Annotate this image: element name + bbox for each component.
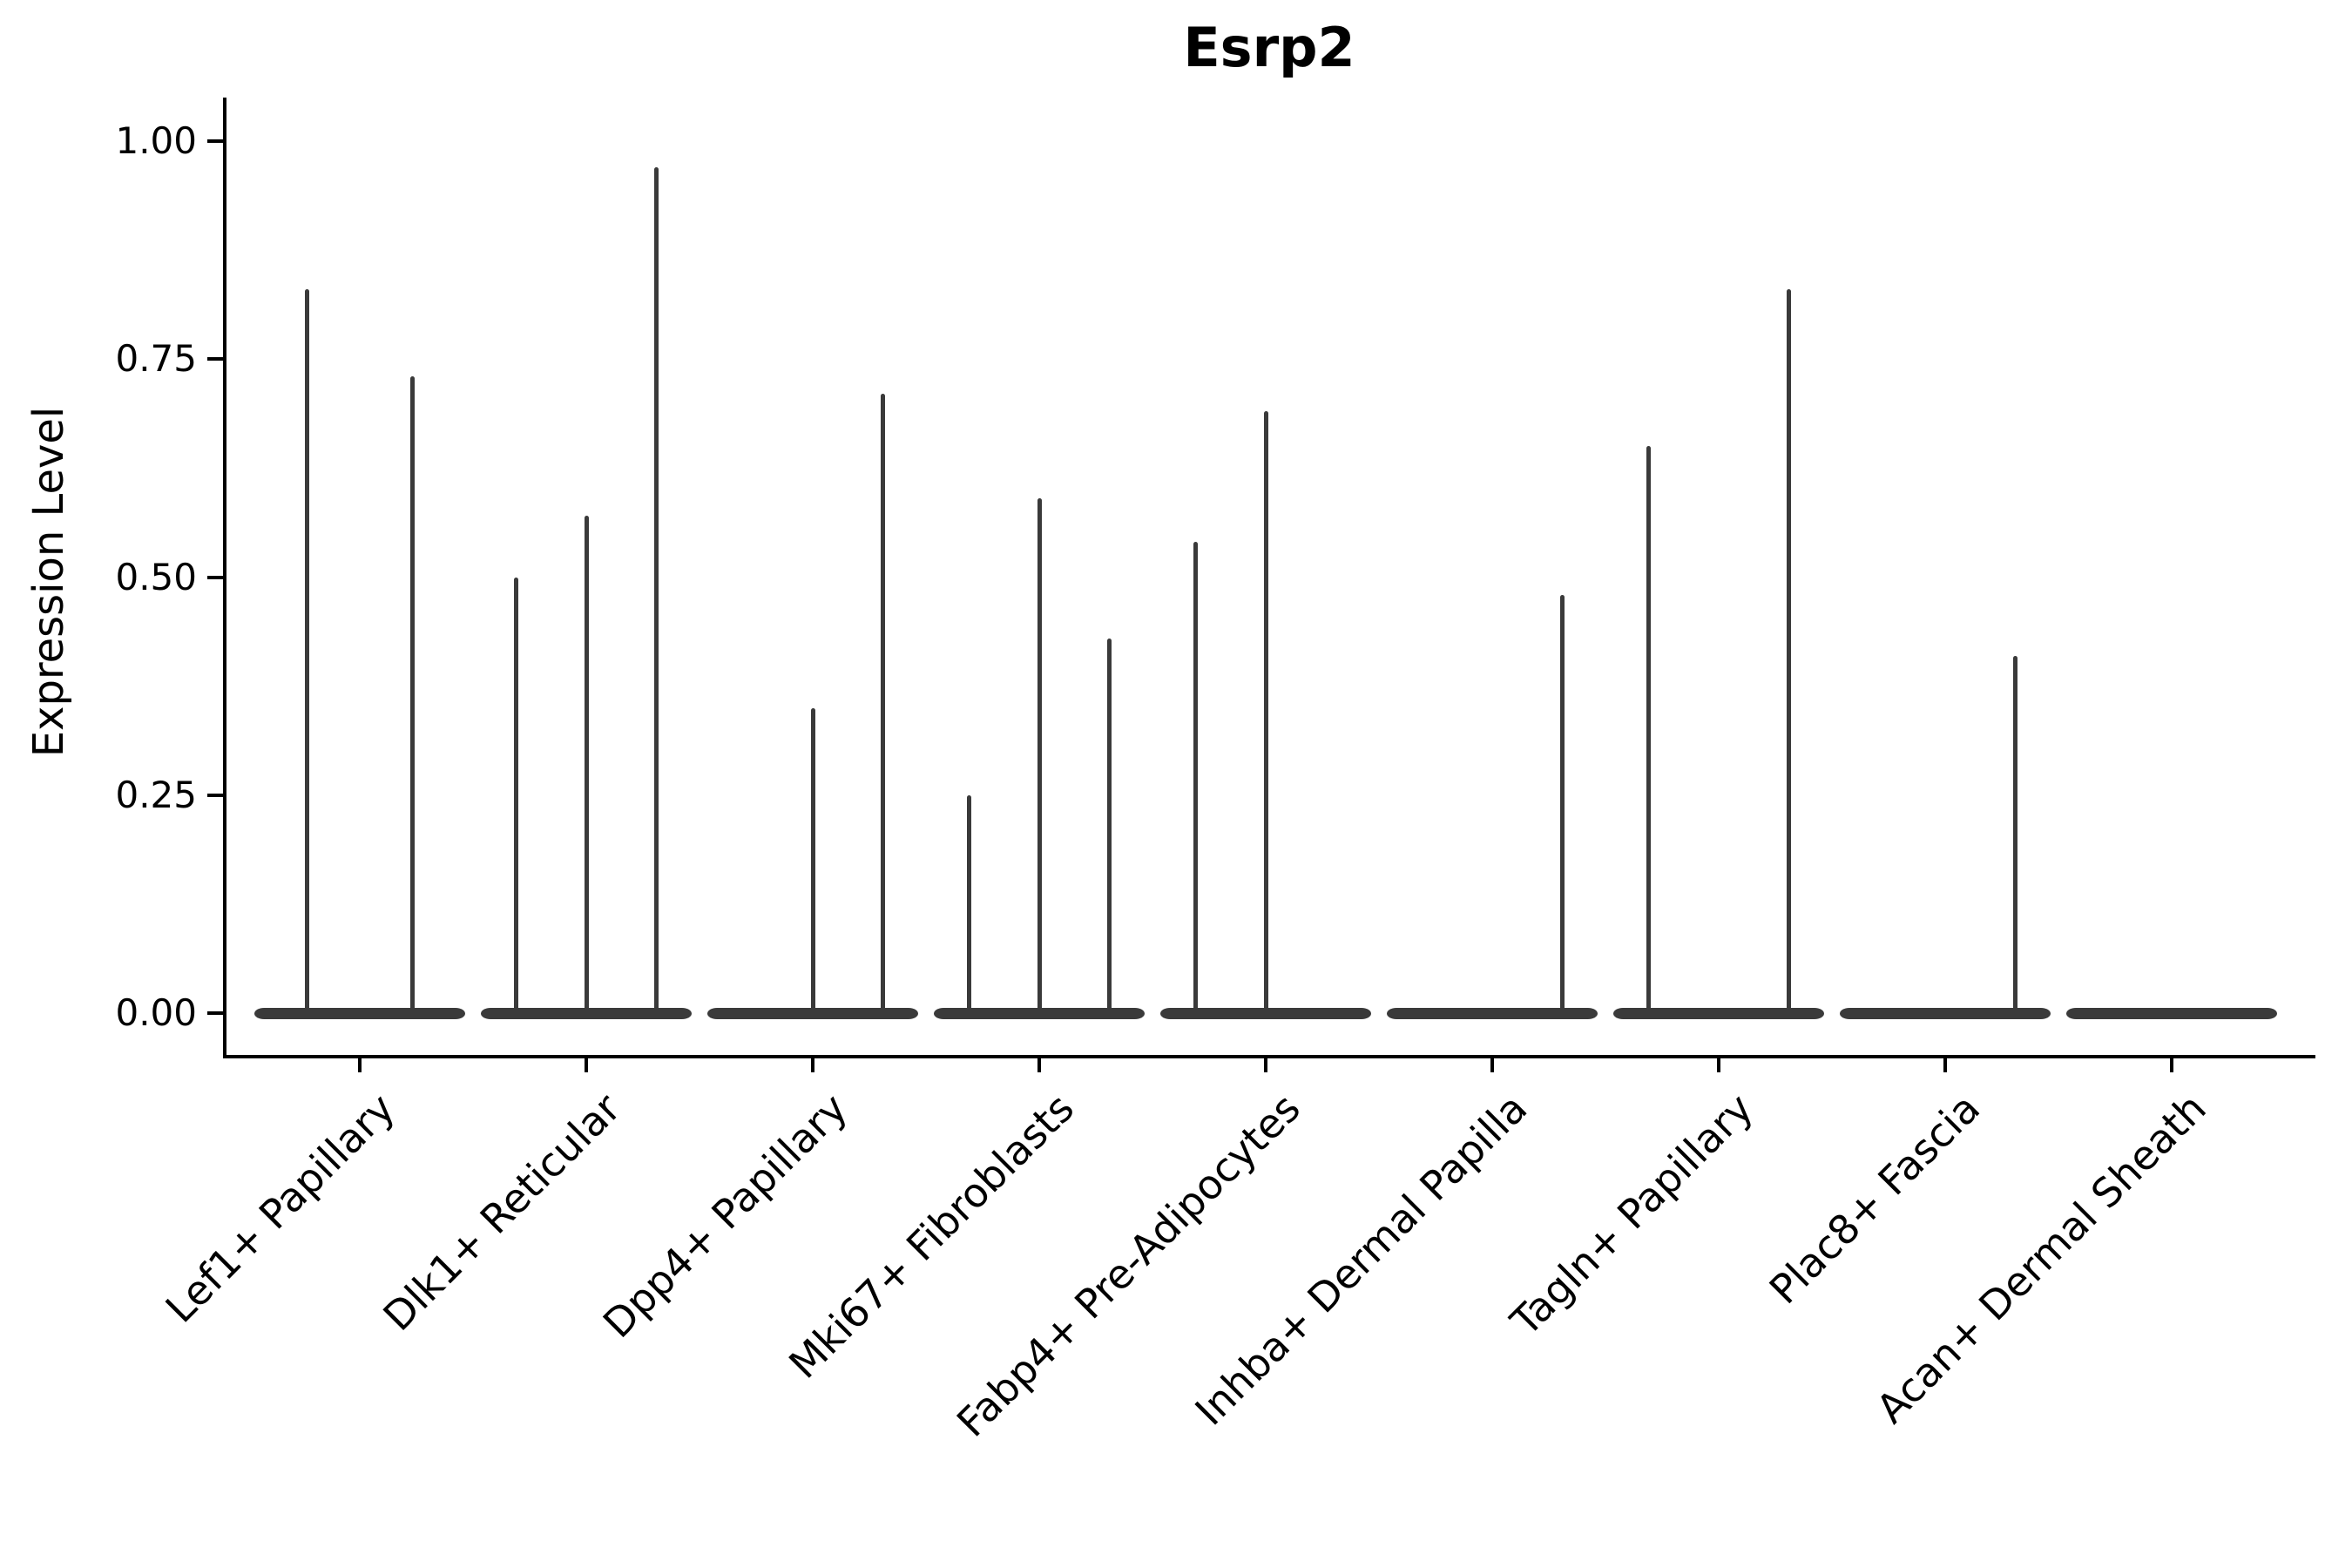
y-tick-mark: [207, 575, 223, 579]
violin-spike: [810, 707, 815, 1017]
violin-spike: [1107, 638, 1112, 1017]
x-tick-mark: [811, 1058, 814, 1072]
violin-spike: [1263, 411, 1268, 1017]
x-tick-mark: [1717, 1058, 1720, 1072]
violin-body: [1387, 1007, 1598, 1019]
violin-spike: [305, 289, 309, 1017]
violin-spike: [584, 516, 589, 1017]
x-tick-label: Plac8+ Fascia: [1760, 1084, 1990, 1314]
y-axis-line: [223, 98, 226, 1058]
violin-body: [254, 1007, 465, 1019]
x-tick-mark: [1943, 1058, 1947, 1072]
violin-spike: [881, 394, 886, 1017]
y-tick-mark: [207, 139, 223, 143]
violin-spike: [1646, 446, 1651, 1017]
y-tick-label: 0.75: [115, 337, 197, 381]
y-tick-mark: [207, 357, 223, 362]
y-tick-mark: [207, 793, 223, 797]
violin-spike: [1560, 594, 1565, 1017]
violin-spike: [966, 794, 971, 1017]
violin-spike: [654, 167, 659, 1017]
violin-body: [2066, 1007, 2277, 1019]
violin-spike: [1037, 498, 1042, 1017]
chart-title: Esrp2: [1183, 16, 1355, 79]
x-tick-label: Tagln+ Papillary: [1502, 1084, 1763, 1345]
violin-body: [1613, 1007, 1824, 1019]
violin-spike: [1787, 289, 1792, 1017]
x-tick-mark: [585, 1058, 588, 1072]
violin-spike: [1193, 542, 1198, 1017]
violin-body: [1840, 1007, 2051, 1019]
y-tick-label: 0.25: [115, 773, 197, 816]
x-tick-mark: [1490, 1058, 1494, 1072]
x-tick-mark: [1264, 1058, 1267, 1072]
y-tick-label: 1.00: [115, 119, 197, 162]
x-tick-label: Dlk1+ Reticular: [374, 1084, 631, 1341]
y-tick-label: 0.00: [115, 991, 197, 1034]
x-tick-mark: [358, 1058, 362, 1072]
x-tick-mark: [2170, 1058, 2173, 1072]
x-tick-label: Dpp4+ Papillary: [593, 1084, 857, 1348]
violin-spike: [2013, 655, 2018, 1017]
x-tick-label: Lef1+ Papillary: [156, 1084, 404, 1332]
violin-spike: [410, 376, 415, 1017]
y-tick-mark: [207, 1011, 223, 1015]
x-tick-mark: [1037, 1058, 1041, 1072]
x-axis-line: [223, 1055, 2315, 1058]
y-tick-label: 0.50: [115, 555, 197, 598]
violin-spike: [513, 577, 518, 1017]
